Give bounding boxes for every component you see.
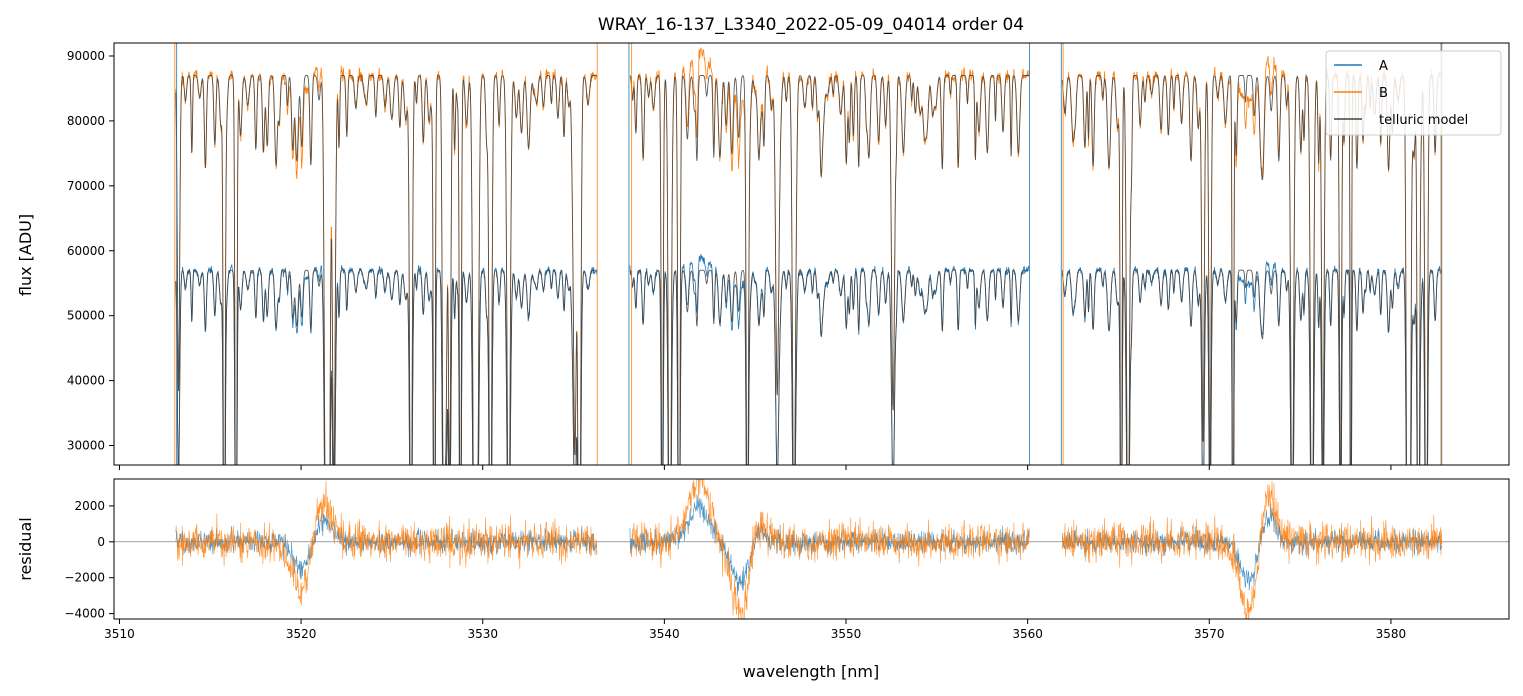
flux-y-tick-label: 30000 [67, 439, 105, 453]
legend: A B telluric model [1325, 50, 1502, 136]
flux-y-ticks: 30000 40000 50000 60000 70000 80000 90000 [67, 49, 114, 453]
residual-panel: 3510 3520 3530 3540 3550 3560 3570 3580 −4000 −2… [64, 478, 1510, 641]
residual-y-tick-label: −4000 [64, 607, 105, 621]
flux-panel: 30000 40000 50000 60000 70000 80000 90000 [67, 42, 1510, 470]
x-tick-label: 3520 [286, 627, 317, 641]
flux-y-tick-label: 90000 [67, 49, 105, 63]
x-tick-label: 3570 [1194, 627, 1225, 641]
residual-y-tick-label: 2000 [74, 499, 105, 513]
bottom-y-axis-label: residual [16, 517, 35, 580]
residual-b-line [175, 479, 1443, 619]
flux-y-tick-label: 70000 [67, 179, 105, 193]
residual-y-ticks: −4000 −2000 0 2000 [64, 499, 114, 621]
flux-y-tick-label: 40000 [67, 374, 105, 388]
legend-label-b: B [1379, 86, 1388, 101]
residual-y-tick-label: 0 [97, 535, 105, 549]
flux-plot-area [174, 43, 1443, 465]
legend-label-a: A [1379, 59, 1388, 74]
flux-y-tick-label: 80000 [67, 114, 105, 128]
x-tick-label: 3530 [467, 627, 498, 641]
flux-y-tick-label: 60000 [67, 244, 105, 258]
telluric-model-line-a [175, 269, 1442, 465]
x-tick-label: 3540 [649, 627, 680, 641]
flux-x-ticks [118, 465, 1392, 470]
flux-y-tick-label: 50000 [67, 309, 105, 323]
x-axis-label: wavelength [nm] [743, 662, 880, 681]
flux-panel-frame [113, 42, 1510, 466]
x-tick-label: 3510 [104, 627, 135, 641]
residual-y-tick-label: −2000 [64, 571, 105, 585]
residual-plot-area [114, 479, 1509, 619]
x-tick-label: 3550 [831, 627, 862, 641]
residual-x-ticks: 3510 3520 3530 3540 3550 3560 3570 3580 [104, 619, 1406, 641]
chart-title: WRAY_16-137_L3340_2022-05-09_04014 order… [598, 15, 1024, 35]
x-tick-label: 3580 [1376, 627, 1407, 641]
legend-box [1325, 50, 1502, 136]
legend-label-telluric-model: telluric model [1379, 113, 1468, 128]
series-a-line [175, 253, 1443, 465]
top-y-axis-label: flux [ADU] [16, 214, 35, 296]
residual-panel-frame [113, 478, 1510, 620]
x-tick-label: 3560 [1012, 627, 1043, 641]
